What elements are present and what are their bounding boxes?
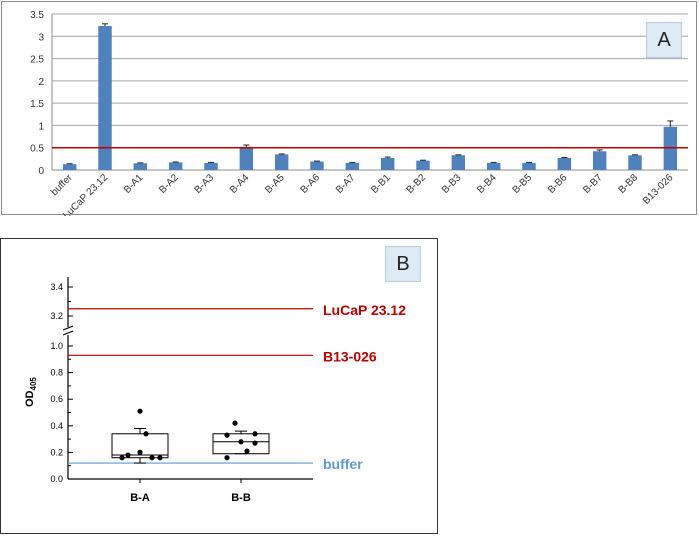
data-point xyxy=(238,439,244,445)
bar xyxy=(204,162,218,170)
bar xyxy=(274,154,289,170)
x-tick-label: B-B2 xyxy=(405,172,429,196)
reference-line-label: LuCaP 23.12 xyxy=(323,302,406,318)
y-tick-label: 2 xyxy=(38,77,44,88)
x-tick-label: B-A7 xyxy=(334,172,358,196)
panel-a: 0 0.5 1 1.5 2 2.5 3 3.5 buffer LuCaP 23.12 B-A1 B-A… xyxy=(1,1,697,216)
data-point xyxy=(224,455,230,461)
data-point xyxy=(252,440,258,446)
panel-b-badge: B xyxy=(385,246,421,282)
x-tick-label: B-A1 xyxy=(122,172,146,196)
y-axis-label: OD405 xyxy=(24,377,38,407)
x-tick-label: B-B xyxy=(231,492,251,504)
bar xyxy=(592,151,607,170)
y-tick-label: 1.5 xyxy=(30,99,44,110)
bar xyxy=(133,163,148,170)
panel-a-badge: A xyxy=(646,22,682,58)
y-axis-label-main: OD xyxy=(24,390,36,407)
x-tick-label: B-A3 xyxy=(193,172,217,196)
data-point xyxy=(157,455,163,461)
box xyxy=(212,433,270,455)
bar xyxy=(98,26,112,170)
bar xyxy=(522,162,536,170)
bar xyxy=(628,155,642,170)
bar xyxy=(62,164,77,170)
data-point xyxy=(137,449,143,455)
x-tick-label: B-A2 xyxy=(157,172,181,196)
data-point xyxy=(252,431,258,437)
chart-b: 0.0 0.2 0.4 0.6 0.8 1.0 3.2 3.4 OD405 LuCaP 23.12… xyxy=(24,277,406,504)
reference-line-label: buffer xyxy=(323,456,363,472)
y-tick-label: 0.5 xyxy=(30,144,44,155)
y-tick-label: 0.4 xyxy=(50,421,63,431)
x-tick-label: B-B6 xyxy=(546,172,570,196)
x-tick-label: B-A6 xyxy=(299,172,323,196)
y-tick-label: 1.0 xyxy=(50,341,63,351)
x-tick-label: B-B7 xyxy=(581,172,605,196)
y-tick-label: 2.5 xyxy=(30,55,44,66)
bar xyxy=(416,160,430,170)
x-tick-label: buffer xyxy=(49,172,75,198)
bar xyxy=(239,146,254,170)
x-tick-label: B-A4 xyxy=(228,172,252,196)
x-tick-label: B-B8 xyxy=(617,172,641,196)
bar xyxy=(380,157,395,170)
bar xyxy=(557,157,572,170)
panel-b: 0.0 0.2 0.4 0.6 0.8 1.0 3.2 3.4 OD405 LuCaP 23.12… xyxy=(0,238,438,534)
axis-break-mark xyxy=(62,325,74,331)
x-tick-label: B-B1 xyxy=(369,172,393,196)
x-tick-label: B-B3 xyxy=(440,172,464,196)
y-tick-label: 3 xyxy=(38,32,44,43)
x-tick-label: B-A xyxy=(130,492,150,504)
data-point xyxy=(119,455,125,461)
data-point xyxy=(232,420,238,426)
y-tick-label: 1 xyxy=(38,121,44,132)
y-tick-label: 0.8 xyxy=(50,368,63,378)
data-point xyxy=(224,432,230,438)
axis-break-mark xyxy=(62,330,74,336)
y-tick-label: 0 xyxy=(38,166,44,177)
bar xyxy=(168,162,183,170)
x-tick-label: B-B4 xyxy=(475,172,499,196)
y-tick-label: 3.2 xyxy=(50,311,63,321)
y-axis-label-sub: 405 xyxy=(29,377,38,391)
x-tick-label: B-A5 xyxy=(263,172,287,196)
y-tick-label: 3.4 xyxy=(50,282,63,292)
data-point xyxy=(244,448,250,454)
y-tick-label: 0.6 xyxy=(50,394,63,404)
bar xyxy=(486,162,501,170)
y-tick-label: 3.5 xyxy=(30,10,44,21)
bar xyxy=(310,161,324,170)
bar xyxy=(345,162,360,170)
data-point xyxy=(149,455,155,461)
x-tick-label: B13-026 xyxy=(641,172,676,207)
bar xyxy=(451,155,466,170)
data-point xyxy=(125,452,131,458)
reference-line-label: B13-026 xyxy=(323,348,377,364)
x-tick-label: B-B5 xyxy=(511,172,535,196)
data-point xyxy=(143,431,149,437)
data-point xyxy=(137,408,143,414)
y-tick-label: 0.0 xyxy=(50,474,63,484)
box xyxy=(111,433,169,459)
y-tick-label: 0.2 xyxy=(50,447,63,457)
